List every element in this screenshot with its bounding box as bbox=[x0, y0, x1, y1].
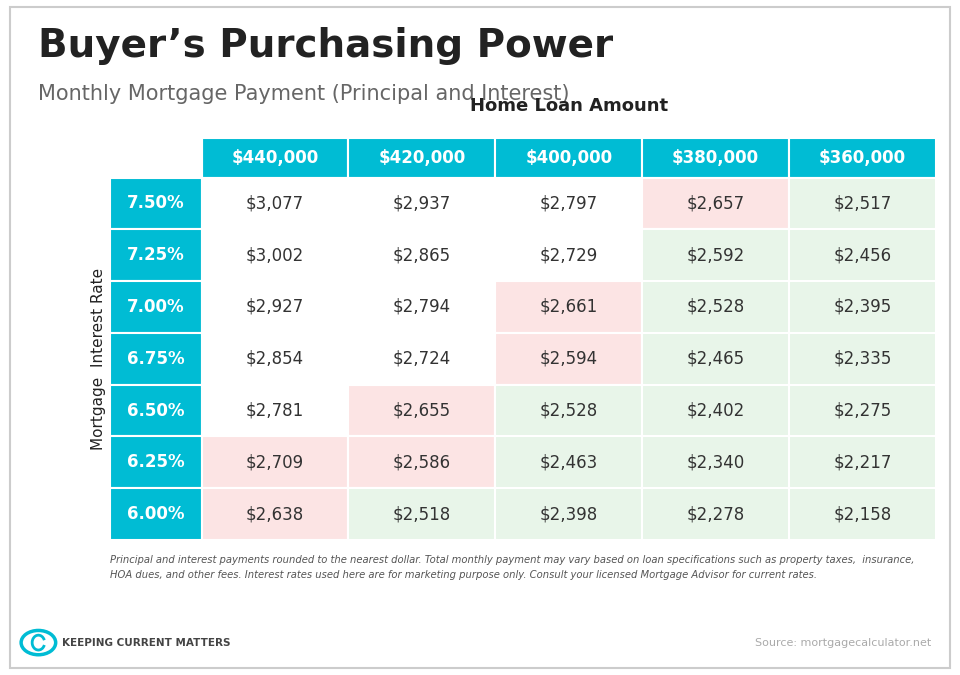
Text: $3,077: $3,077 bbox=[246, 194, 304, 213]
Text: Principal and interest payments rounded to the nearest dollar. Total monthly pay: Principal and interest payments rounded … bbox=[110, 555, 915, 565]
Text: $2,518: $2,518 bbox=[393, 505, 451, 523]
Text: $3,002: $3,002 bbox=[246, 246, 304, 264]
Text: $2,278: $2,278 bbox=[686, 505, 745, 523]
Text: $360,000: $360,000 bbox=[819, 149, 906, 167]
Text: $2,794: $2,794 bbox=[393, 298, 451, 316]
Text: KEEPING CURRENT MATTERS: KEEPING CURRENT MATTERS bbox=[62, 638, 231, 647]
Text: $2,937: $2,937 bbox=[393, 194, 451, 213]
Text: Monthly Mortgage Payment (Principal and Interest): Monthly Mortgage Payment (Principal and … bbox=[38, 84, 570, 105]
Text: $2,592: $2,592 bbox=[686, 246, 745, 264]
Text: $2,854: $2,854 bbox=[246, 350, 304, 368]
Text: $2,217: $2,217 bbox=[833, 454, 892, 471]
Text: Buyer’s Purchasing Power: Buyer’s Purchasing Power bbox=[38, 27, 613, 65]
Text: $2,528: $2,528 bbox=[686, 298, 745, 316]
Text: 7.00%: 7.00% bbox=[127, 298, 185, 316]
Text: Home Loan Amount: Home Loan Amount bbox=[469, 97, 668, 115]
Text: $440,000: $440,000 bbox=[231, 149, 319, 167]
Text: $2,402: $2,402 bbox=[686, 402, 745, 420]
Text: $2,781: $2,781 bbox=[246, 402, 304, 420]
Text: 6.25%: 6.25% bbox=[127, 454, 185, 471]
Text: $2,709: $2,709 bbox=[246, 454, 304, 471]
Text: HOA dues, and other fees. Interest rates used here are for marketing purpose onl: HOA dues, and other fees. Interest rates… bbox=[110, 570, 817, 580]
Text: 6.00%: 6.00% bbox=[128, 505, 184, 523]
Text: $2,158: $2,158 bbox=[833, 505, 892, 523]
Text: $2,655: $2,655 bbox=[393, 402, 451, 420]
Text: $2,638: $2,638 bbox=[246, 505, 304, 523]
Text: $2,275: $2,275 bbox=[833, 402, 892, 420]
Text: $380,000: $380,000 bbox=[672, 149, 759, 167]
Text: 7.25%: 7.25% bbox=[127, 246, 185, 264]
Text: $2,456: $2,456 bbox=[833, 246, 892, 264]
Text: $2,340: $2,340 bbox=[686, 454, 745, 471]
Text: $2,465: $2,465 bbox=[686, 350, 745, 368]
Text: $2,724: $2,724 bbox=[393, 350, 451, 368]
Text: $2,335: $2,335 bbox=[833, 350, 892, 368]
Text: Mortgage  Interest Rate: Mortgage Interest Rate bbox=[91, 268, 107, 450]
Text: $420,000: $420,000 bbox=[378, 149, 466, 167]
Text: $2,398: $2,398 bbox=[540, 505, 598, 523]
Text: 6.50%: 6.50% bbox=[128, 402, 184, 420]
Text: $2,729: $2,729 bbox=[540, 246, 598, 264]
Text: $2,528: $2,528 bbox=[540, 402, 598, 420]
Text: $2,517: $2,517 bbox=[833, 194, 892, 213]
Text: $2,395: $2,395 bbox=[833, 298, 892, 316]
Text: $2,657: $2,657 bbox=[686, 194, 745, 213]
Text: $2,586: $2,586 bbox=[393, 454, 451, 471]
Text: 6.75%: 6.75% bbox=[127, 350, 185, 368]
Text: $2,797: $2,797 bbox=[540, 194, 598, 213]
Text: $2,594: $2,594 bbox=[540, 350, 598, 368]
Text: $400,000: $400,000 bbox=[525, 149, 612, 167]
Text: $2,927: $2,927 bbox=[246, 298, 304, 316]
Text: 7.50%: 7.50% bbox=[127, 194, 185, 213]
Text: $2,661: $2,661 bbox=[540, 298, 598, 316]
Text: Source: mortgagecalculator.net: Source: mortgagecalculator.net bbox=[755, 638, 931, 647]
Text: $2,865: $2,865 bbox=[393, 246, 451, 264]
Text: $2,463: $2,463 bbox=[540, 454, 598, 471]
